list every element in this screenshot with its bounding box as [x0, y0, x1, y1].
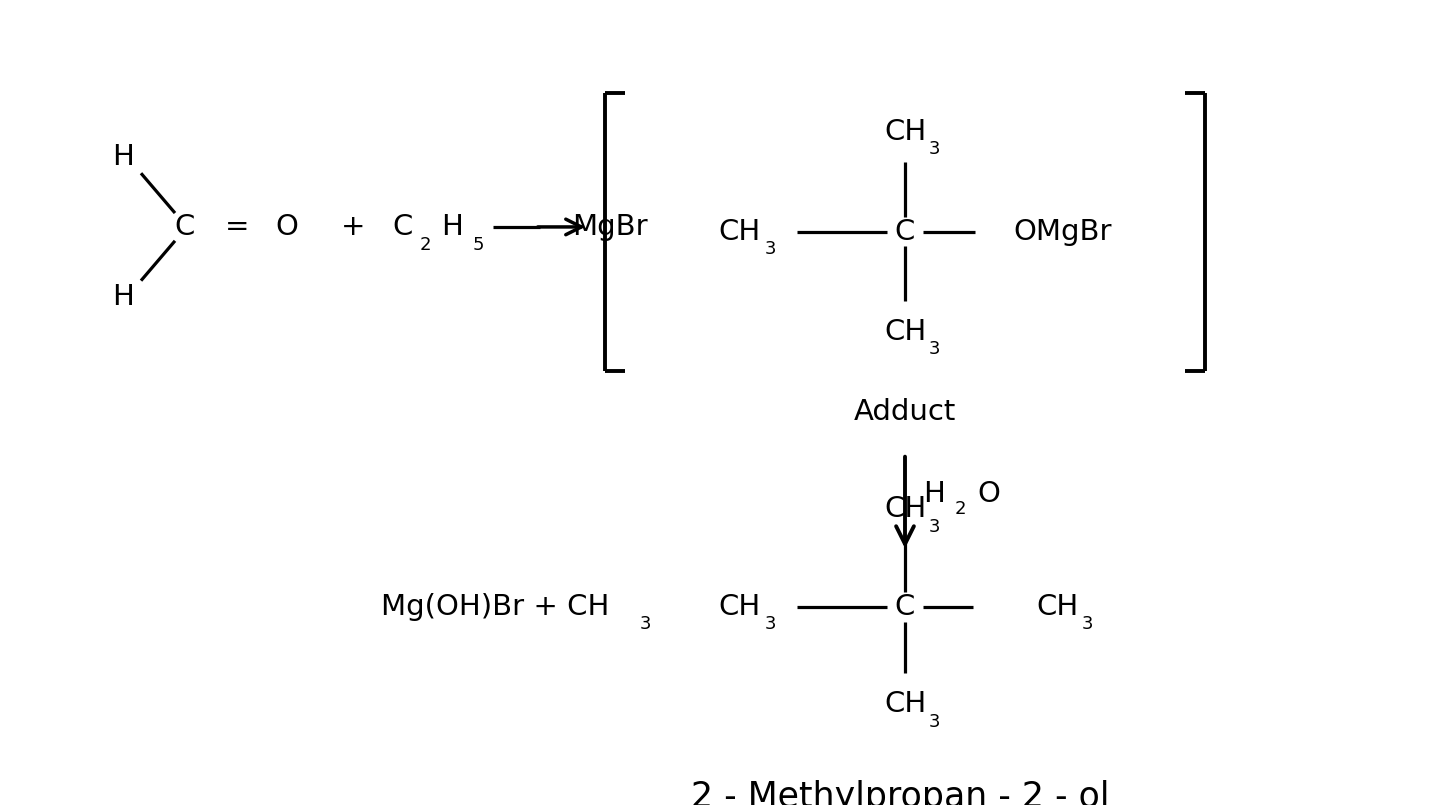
Text: C: C — [392, 213, 414, 241]
Text: 2 - Methylpropan - 2 - ol: 2 - Methylpropan - 2 - ol — [690, 779, 1110, 805]
Text: 3: 3 — [928, 712, 939, 731]
Text: H: H — [924, 480, 945, 508]
Text: CH: CH — [884, 118, 927, 146]
Text: 3: 3 — [765, 615, 776, 634]
Text: Adduct: Adduct — [853, 398, 957, 426]
Text: 2: 2 — [954, 500, 965, 518]
Text: OMgBr: OMgBr — [1014, 217, 1113, 246]
Text: CH: CH — [884, 690, 927, 718]
Text: 3: 3 — [928, 341, 939, 358]
Text: H: H — [112, 142, 135, 171]
Text: CH: CH — [884, 318, 927, 345]
Text: 3: 3 — [1081, 615, 1093, 634]
Text: C: C — [895, 592, 915, 621]
Text: CH: CH — [1035, 592, 1078, 621]
Text: 3: 3 — [928, 518, 939, 536]
Text: C: C — [895, 217, 915, 246]
Text: +: + — [341, 213, 365, 241]
Text: O: O — [977, 480, 1000, 508]
Text: 3: 3 — [639, 615, 650, 634]
Text: H: H — [112, 283, 135, 312]
Text: H: H — [441, 213, 463, 241]
Text: 3: 3 — [928, 140, 939, 158]
Text: Mg(OH)Br + CH: Mg(OH)Br + CH — [381, 592, 609, 621]
Text: C: C — [175, 213, 195, 241]
Text: 2: 2 — [420, 236, 431, 254]
Text: O: O — [275, 213, 298, 241]
Text: MgBr: MgBr — [573, 213, 647, 241]
Text: CH: CH — [884, 495, 927, 523]
Text: CH: CH — [719, 217, 762, 246]
Text: 3: 3 — [765, 240, 776, 258]
Text: 5: 5 — [473, 236, 484, 254]
Text: CH: CH — [719, 592, 762, 621]
Text: =: = — [225, 213, 249, 241]
